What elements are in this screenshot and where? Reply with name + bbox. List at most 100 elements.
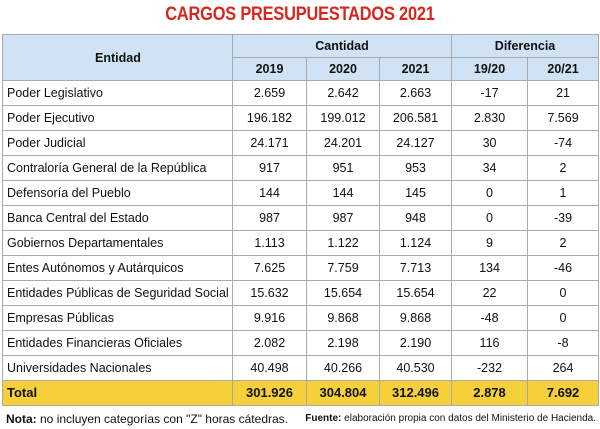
cell-diff-20-21: 2 bbox=[527, 155, 600, 181]
cell-2021: 9.868 bbox=[378, 305, 453, 331]
cell-entidad: Entidades Financieras Oficiales bbox=[2, 330, 233, 356]
total-cell-entidad: Total bbox=[2, 380, 233, 406]
table-row: Contraloría General de la República 917 95… bbox=[2, 155, 600, 181]
cell-entidad: Poder Ejecutivo bbox=[2, 105, 233, 131]
table-row: Poder Judicial 24.171 24.201 24.127 30 -74 bbox=[2, 130, 600, 156]
cell-2020: 15.654 bbox=[306, 280, 380, 306]
cell-2020: 144 bbox=[306, 180, 380, 206]
cell-diff-20-21: 2 bbox=[527, 230, 600, 256]
footnote: Nota: no incluyen categorías con "Z" hor… bbox=[6, 412, 288, 426]
cell-entidad: Banca Central del Estado bbox=[2, 205, 233, 231]
cell-diff-20-21: -74 bbox=[527, 130, 600, 156]
cell-2020: 199.012 bbox=[306, 105, 380, 131]
cell-entidad: Entidades Públicas de Seguridad Social bbox=[2, 280, 233, 306]
table-row: Poder Ejecutivo 196.182 199.012 206.581 2.83… bbox=[2, 105, 600, 131]
header-diff-19-20: 19/20 bbox=[451, 57, 529, 81]
cell-2019: 917 bbox=[232, 155, 307, 181]
note-text: no incluyen categorías con "Z" horas cát… bbox=[36, 412, 288, 426]
header-year-2020: 2020 bbox=[306, 57, 380, 81]
cell-2019: 196.182 bbox=[232, 105, 307, 131]
cell-2020: 2.642 bbox=[306, 80, 380, 106]
cell-diff-19-20: 2.830 bbox=[451, 105, 529, 131]
table-row: Empresas Públicas 9.916 9.868 9.868 -48 0 bbox=[2, 305, 600, 331]
cell-diff-19-20: 116 bbox=[451, 330, 529, 356]
cell-diff-19-20: 30 bbox=[451, 130, 529, 156]
cell-diff-19-20: -232 bbox=[451, 355, 529, 381]
total-cell-2019: 301.926 bbox=[232, 380, 307, 406]
cell-2021: 2.663 bbox=[378, 80, 453, 106]
cell-diff-20-21: 0 bbox=[527, 305, 600, 331]
source-label: Fuente: bbox=[305, 413, 342, 424]
cell-diff-20-21: -39 bbox=[527, 205, 600, 231]
cell-entidad: Contraloría General de la República bbox=[2, 155, 233, 181]
cell-diff-19-20: -48 bbox=[451, 305, 529, 331]
cell-2019: 1.113 bbox=[232, 230, 307, 256]
cell-entidad: Empresas Públicas bbox=[2, 305, 233, 331]
cell-2020: 951 bbox=[306, 155, 380, 181]
cell-diff-19-20: -17 bbox=[451, 80, 529, 106]
cell-2020: 40.266 bbox=[306, 355, 380, 381]
cell-2019: 24.171 bbox=[232, 130, 307, 156]
cell-diff-20-21: 1 bbox=[527, 180, 600, 206]
cell-diff-20-21: -8 bbox=[527, 330, 600, 356]
table-row: Banca Central del Estado 987 987 948 0 -39 bbox=[2, 205, 600, 231]
cell-diff-19-20: 9 bbox=[451, 230, 529, 256]
cell-diff-19-20: 34 bbox=[451, 155, 529, 181]
cell-entidad: Gobiernos Departamentales bbox=[2, 230, 233, 256]
total-cell-2020: 304.804 bbox=[306, 380, 380, 406]
table-row: Universidades Nacionales 40.498 40.266 40.5… bbox=[2, 355, 600, 381]
cell-diff-19-20: 0 bbox=[451, 205, 529, 231]
header-year-2019: 2019 bbox=[232, 57, 307, 81]
table-row: Entidades Financieras Oficiales 2.082 2.19… bbox=[2, 330, 600, 356]
cell-2019: 15.632 bbox=[232, 280, 307, 306]
cell-entidad: Poder Judicial bbox=[2, 130, 233, 156]
cell-diff-19-20: 22 bbox=[451, 280, 529, 306]
table-body: Poder Legislativo 2.659 2.642 2.663 -17 21 Pod… bbox=[2, 80, 600, 406]
cell-2019: 9.916 bbox=[232, 305, 307, 331]
cell-diff-19-20: 0 bbox=[451, 180, 529, 206]
cell-2021: 15.654 bbox=[378, 280, 453, 306]
cell-2019: 144 bbox=[232, 180, 307, 206]
header-entidad: Entidad bbox=[2, 34, 233, 81]
header-year-2021: 2021 bbox=[378, 57, 453, 81]
total-row: Total 301.926 304.804 312.496 2.878 7.692 bbox=[2, 380, 600, 406]
cell-2019: 2.659 bbox=[232, 80, 307, 106]
note-label: Nota: bbox=[6, 412, 37, 426]
cell-2020: 987 bbox=[306, 205, 380, 231]
cell-diff-20-21: 0 bbox=[527, 280, 600, 306]
cell-2021: 2.190 bbox=[378, 330, 453, 356]
table-header: Entidad Cantidad Diferencia 2019 2020 20… bbox=[2, 34, 600, 81]
cell-2021: 953 bbox=[378, 155, 453, 181]
source-credit: Fuente: elaboración propia con datos del… bbox=[305, 413, 596, 424]
cell-2021: 24.127 bbox=[378, 130, 453, 156]
table-row: Entes Autónomos y Autárquicos 7.625 7.759 7… bbox=[2, 255, 600, 281]
cell-entidad: Poder Legislativo bbox=[2, 80, 233, 106]
cell-diff-20-21: -46 bbox=[527, 255, 600, 281]
table-row: Entidades Públicas de Seguridad Social 15… bbox=[2, 280, 600, 306]
cell-2021: 1.124 bbox=[378, 230, 453, 256]
cell-2020: 7.759 bbox=[306, 255, 380, 281]
header-diferencia: Diferencia bbox=[451, 34, 600, 58]
cell-2021: 948 bbox=[378, 205, 453, 231]
cell-2019: 2.082 bbox=[232, 330, 307, 356]
cell-diff-20-21: 7.569 bbox=[527, 105, 600, 131]
cell-entidad: Defensoría del Pueblo bbox=[2, 180, 233, 206]
cell-2020: 2.198 bbox=[306, 330, 380, 356]
page-title: CARGOS PRESUPUESTADOS 2021 bbox=[165, 4, 435, 25]
source-text: elaboración propia con datos del Ministe… bbox=[341, 413, 596, 424]
footer: Nota: no incluyen categorías con "Z" hor… bbox=[2, 412, 598, 428]
cell-2021: 206.581 bbox=[378, 105, 453, 131]
cell-diff-20-21: 21 bbox=[527, 80, 600, 106]
total-cell-2021: 312.496 bbox=[378, 380, 453, 406]
header-diff-20-21: 20/21 bbox=[527, 57, 600, 81]
table-row: Defensoría del Pueblo 144 144 145 0 1 bbox=[2, 180, 600, 206]
cell-2021: 145 bbox=[378, 180, 453, 206]
total-cell-diff-19-20: 2.878 bbox=[451, 380, 529, 406]
budget-table: Entidad Cantidad Diferencia 2019 2020 20… bbox=[2, 34, 600, 406]
cell-2019: 7.625 bbox=[232, 255, 307, 281]
header-cantidad: Cantidad bbox=[231, 34, 453, 58]
total-cell-diff-20-21: 7.692 bbox=[527, 380, 600, 406]
cell-2020: 9.868 bbox=[306, 305, 380, 331]
cell-2021: 7.713 bbox=[378, 255, 453, 281]
cell-entidad: Universidades Nacionales bbox=[2, 355, 233, 381]
